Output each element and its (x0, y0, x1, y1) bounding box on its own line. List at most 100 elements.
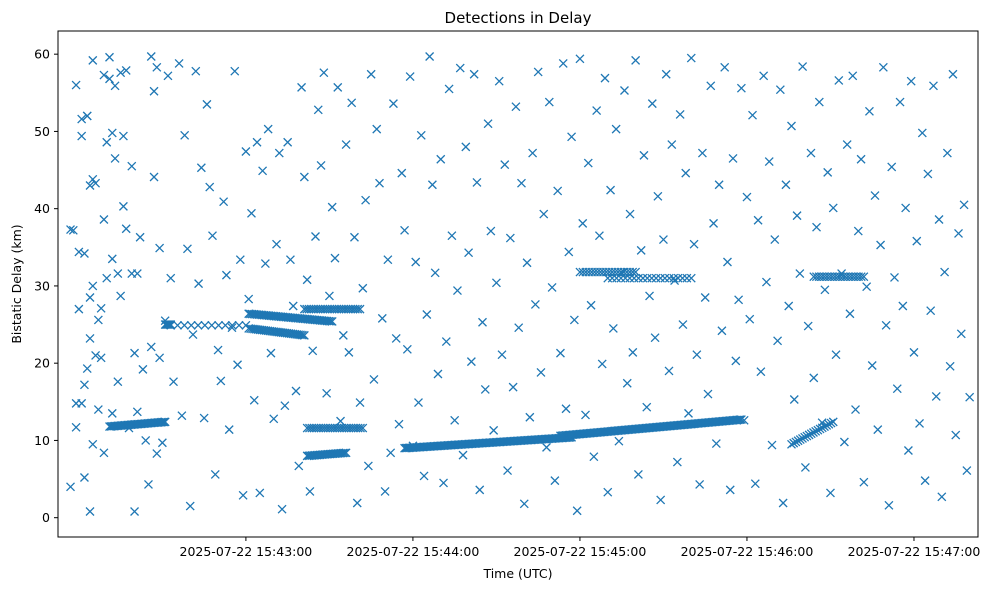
scatter-point (386, 448, 396, 458)
scatter-point (116, 291, 126, 301)
scatter-point (82, 364, 92, 374)
scatter-point (322, 388, 332, 398)
track-point (804, 430, 814, 440)
scatter-point (411, 257, 421, 267)
track-point (795, 435, 805, 445)
scatter-point (182, 244, 192, 254)
scatter-point (102, 273, 112, 283)
scatter-point (372, 124, 382, 134)
scatter-point (455, 63, 465, 73)
scatter-point (472, 177, 482, 187)
scatter-point (99, 448, 109, 458)
scatter-point (152, 449, 162, 459)
track-point (787, 439, 796, 449)
scatter-point (96, 353, 106, 363)
scatter-point (589, 452, 599, 462)
scatter-point (444, 84, 454, 94)
scatter-point (611, 124, 621, 134)
scatter-point (867, 361, 877, 370)
scatter-point (853, 226, 863, 236)
track-point (800, 432, 810, 442)
scatter-point (441, 337, 451, 347)
scatter-point (305, 486, 315, 496)
scatter-point (221, 270, 231, 280)
scatter-point (85, 507, 95, 516)
scatter-point (233, 360, 243, 370)
x-tick-label: 2025-07-22 15:47:00 (848, 544, 981, 559)
track-point (811, 426, 821, 436)
scatter-point (82, 111, 92, 121)
scatter-point (99, 70, 109, 80)
track-point (326, 316, 335, 326)
scatter-point (881, 320, 891, 330)
scatter-point (608, 323, 618, 333)
scatter-point (208, 231, 217, 241)
scatter-point (213, 345, 223, 355)
scatter-point (350, 232, 359, 242)
scatter-point (105, 74, 114, 84)
scatter-point (917, 128, 927, 138)
scatter-point (658, 235, 668, 245)
track-point (802, 431, 812, 441)
scatter-point (391, 334, 401, 343)
scatter-point (185, 501, 195, 511)
scatter-point (132, 407, 142, 417)
track-point (234, 320, 244, 330)
scatter-point (93, 315, 103, 325)
scatter-point (294, 461, 304, 471)
scatter-point (124, 423, 134, 433)
scatter-point (773, 336, 783, 346)
scatter-point (352, 498, 362, 508)
scatter-point (283, 137, 293, 147)
scatter-point (135, 232, 145, 242)
track-point (173, 320, 183, 330)
track-point (859, 272, 869, 282)
scatter-point (77, 131, 87, 141)
scatter-point (831, 350, 841, 360)
y-tick-label: 20 (34, 356, 50, 371)
scatter-point (519, 499, 529, 509)
scatter-point (146, 342, 156, 352)
scatter-point (926, 306, 936, 316)
scatter-point (915, 418, 925, 428)
scatter-point (96, 303, 106, 313)
scatter-point (965, 392, 975, 402)
scatter-point (464, 248, 474, 258)
x-tick-label: 2025-07-22 15:43:00 (180, 544, 313, 559)
y-tick-label: 0 (42, 510, 50, 525)
scatter-point (945, 361, 955, 371)
scatter-point (931, 391, 941, 401)
scatter-point (878, 62, 888, 72)
scatter-point (121, 65, 131, 75)
scatter-point (361, 195, 371, 205)
scatter-point (642, 402, 652, 412)
track-point (819, 422, 829, 432)
scatter-point (414, 398, 423, 408)
scatter-point (862, 282, 872, 292)
scatter-point (656, 495, 666, 505)
scatter-point (85, 293, 95, 302)
scatter-point (739, 415, 749, 425)
scatter-point (503, 466, 513, 476)
scatter-point (661, 69, 671, 79)
scatter-point (550, 476, 560, 486)
scatter-point (678, 320, 688, 330)
scatter-point (731, 356, 741, 366)
scatter-point (166, 273, 176, 283)
scatter-point (274, 148, 284, 158)
scatter-point (814, 97, 824, 107)
scatter-point (942, 148, 952, 158)
scatter-point (155, 243, 165, 253)
scatter-point (163, 71, 173, 81)
scatter-point (285, 255, 295, 265)
track-point (179, 320, 189, 330)
scatter-point (436, 154, 446, 164)
scatter-point (539, 209, 549, 219)
scatter-point (375, 178, 384, 188)
scatter-point (700, 293, 710, 302)
scatter-point (347, 98, 357, 108)
scatter-point (617, 268, 627, 278)
scatter-point (806, 148, 816, 158)
scatter-point (196, 163, 206, 173)
scatter-point (909, 347, 919, 357)
